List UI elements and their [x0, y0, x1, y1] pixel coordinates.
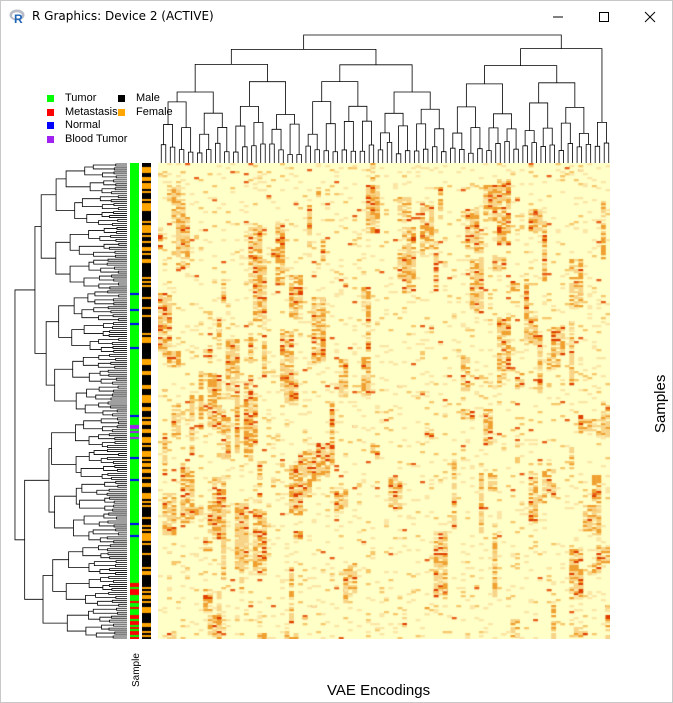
legend-label: Female — [136, 106, 173, 118]
r-logo-icon: R — [9, 9, 25, 24]
legend-label: Tumor — [65, 92, 97, 104]
close-button[interactable] — [627, 1, 673, 32]
title-bar[interactable]: R R Graphics: Device 2 (ACTIVE) — [1, 1, 672, 32]
legend-label: Male — [136, 92, 160, 104]
column-dendrogram — [160, 34, 610, 163]
legend-swatch — [47, 122, 54, 129]
maximize-icon — [599, 12, 609, 22]
window-title: R Graphics: Device 2 (ACTIVE) — [32, 9, 214, 23]
legend-swatch — [47, 109, 54, 116]
legend-label: Metastasis — [65, 106, 118, 118]
x-axis-label: VAE Encodings — [327, 682, 431, 699]
legend-swatch — [47, 95, 54, 102]
minimize-icon — [553, 16, 563, 18]
legend-label: Blood Tumor — [65, 133, 128, 145]
sample-sex-sidebar — [142, 163, 151, 639]
legend-swatch — [118, 95, 125, 102]
maximize-button[interactable] — [581, 1, 627, 32]
legend-label: Normal — [65, 119, 101, 131]
y-axis-label: Samples — [652, 374, 669, 433]
sample-type-sidebar — [130, 163, 139, 639]
close-icon — [644, 11, 656, 23]
heatmap — [158, 163, 610, 639]
minimize-button[interactable] — [535, 1, 581, 32]
row-dendrogram — [14, 163, 127, 639]
svg-text:R: R — [14, 12, 23, 24]
legend-swatch — [118, 109, 125, 116]
legend-swatch — [47, 136, 54, 143]
sidebar-label: Sample — [131, 653, 142, 687]
